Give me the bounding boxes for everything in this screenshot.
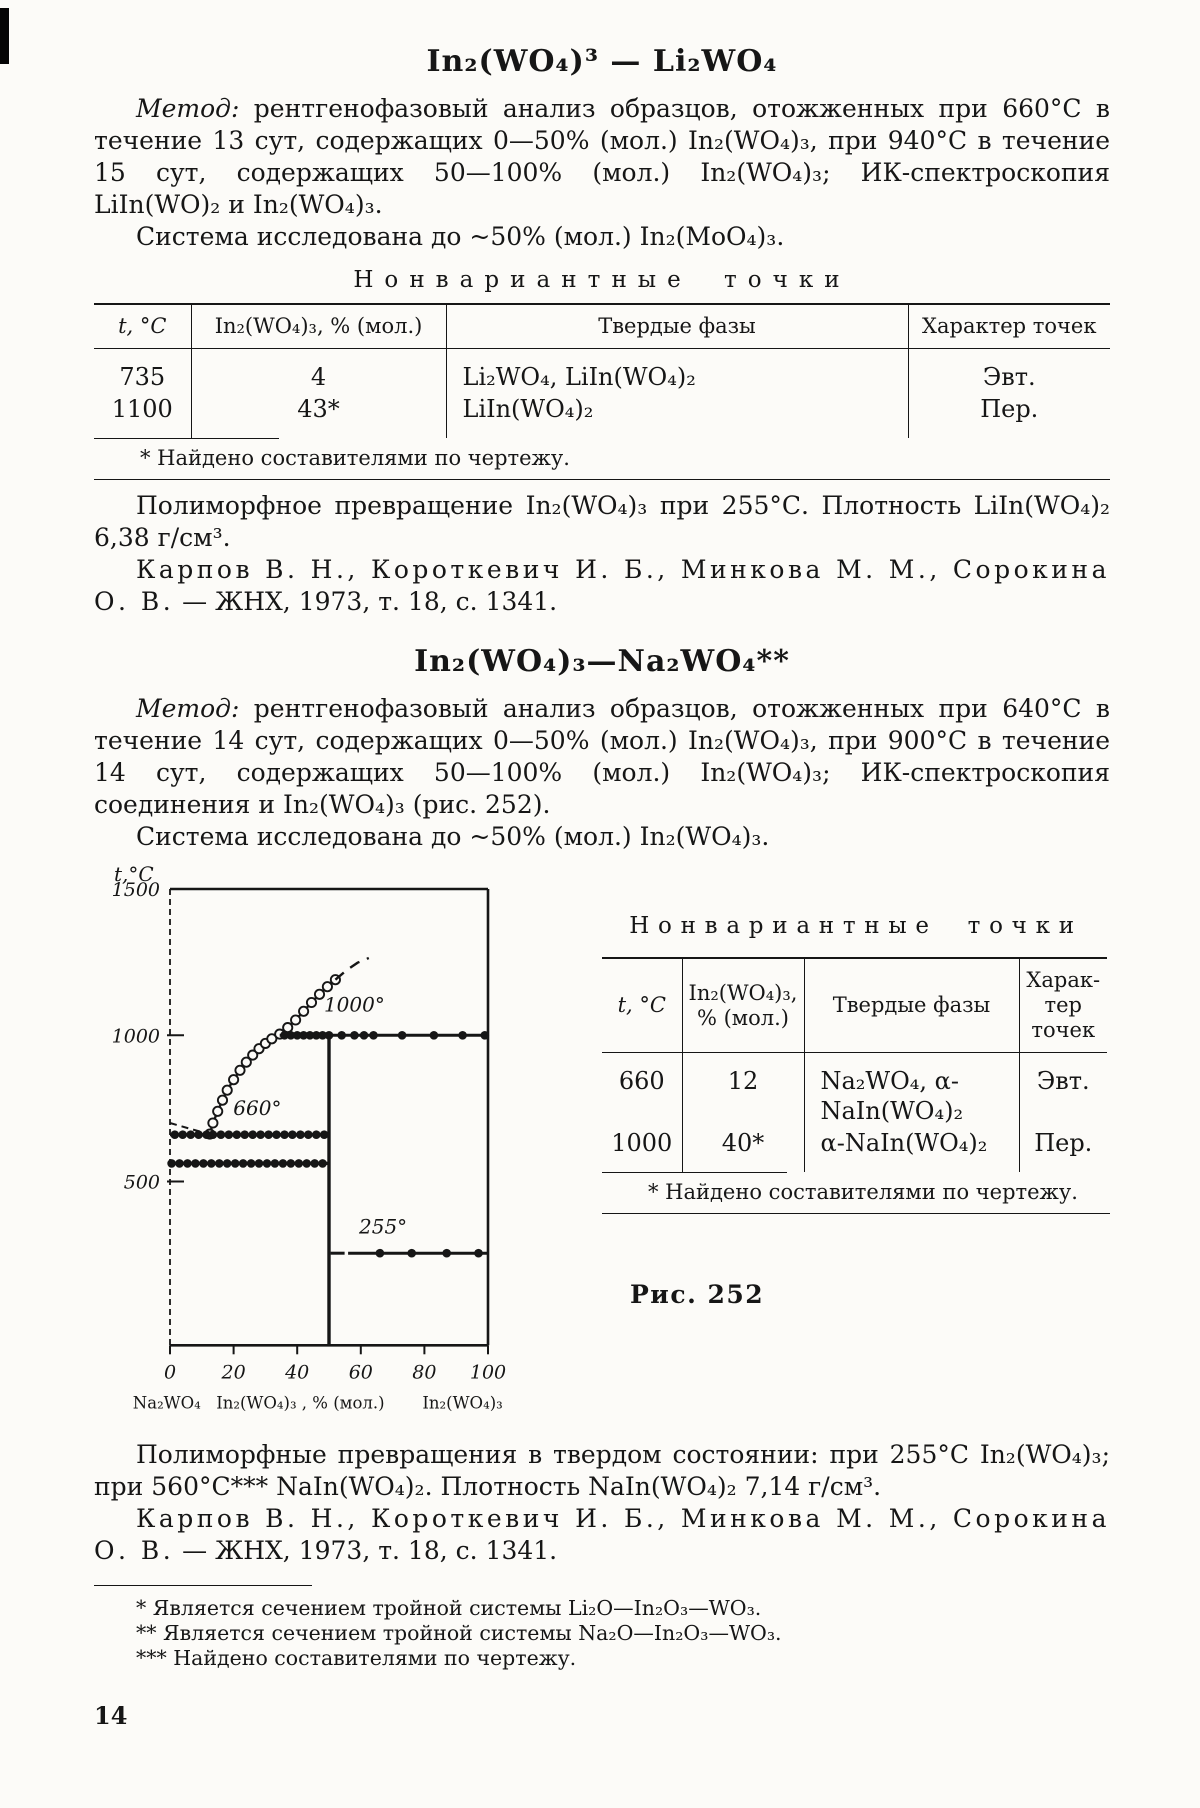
section1-method-paragraph: Метод: рентгенофазовый анализ образцов, … [94,93,1110,221]
table2-col-character: Харак-тер точек [1018,958,1107,1053]
svg-text:255°: 255° [358,1215,407,1239]
svg-text:40: 40 [284,1361,309,1383]
footnote-2: ** Является сечением тройной системы Na₂… [136,1621,782,1645]
section2-title: In₂(WO₄)₃—Na₂WO₄** [414,644,790,679]
table1-col-percent: In₂(WO₄)₃, % (мол.) [190,304,446,349]
table1-r2-phases: LiIn(WO₄)₂ [445,393,908,438]
section1-invariant-heading: Нонвариантные точки [353,267,851,293]
section1-method-text: рентгенофазовый анализ образцов, отожжен… [94,94,1110,219]
svg-text:t,°C: t,°C [114,863,154,886]
page-footnote-divider [94,1585,312,1586]
table2-r2-percent: 40* [681,1127,804,1172]
table2-r2-temperature: 1000 [611,1129,673,1157]
section1-reference: Карпов В. Н., Короткевич И. Б., Минкова … [94,554,1110,618]
page-number: 14 [94,1701,128,1730]
table-row: 1000 40* α-NaIn(WO₄)₂ Пер. [602,1127,1107,1172]
svg-text:1000: 1000 [112,1025,160,1047]
section1-polymorph-note: Полиморфное превращение In₂(WO₄)₃ при 25… [94,491,1110,552]
table1-col-character: Характер точек [907,304,1110,349]
table2-r1-temperature: 660 [618,1067,665,1095]
table2-bottom-rule [602,1213,1110,1214]
reference-tail: — ЖНХ, 1973, т. 18, с. 1341. [174,587,558,616]
table1-r2-temperature: 1100 [111,395,173,423]
table-row: 660 12 Na₂WO₄, α-NaIn(WO₄)₂ Эвт. [602,1052,1107,1127]
svg-text:1500: 1500 [112,879,160,901]
table2-col-percent: In₂(WO₄)₃, % (мол.) [681,958,804,1053]
section2-method-paragraph: Метод: рентгенофазовый анализ образцов, … [94,693,1110,821]
phase-diagram-svg: 1500 1000 500 t,°C 0 20 40 60 80 100 Na₂WO₄ In₂(WO₄… [112,862,506,1412]
scan-artifact-mark [0,8,9,64]
section1-title: In₂(WO₄)³ — Li₂WO₄ [426,44,778,79]
method-label: Метод: [136,694,240,723]
footnote-1: * Является сечением тройной системы Li₂O… [136,1596,762,1620]
table-row: 1100 43* LiIn(WO₄)₂ Пер. [94,393,1110,438]
table2-r2-character: Пер. [1018,1127,1107,1172]
table2-r2-phases: α-NaIn(WO₄)₂ [803,1127,1019,1172]
svg-text:80: 80 [412,1361,436,1383]
figure-and-table-row: 1500 1000 500 t,°C 0 20 40 60 80 100 Na₂WO₄ In₂(WO₄… [94,862,1110,1433]
svg-text:Na₂WO₄: Na₂WO₄ [133,1393,201,1412]
page-footnotes: * Является сечением тройной системы Li₂O… [94,1596,1110,1671]
svg-text:500: 500 [124,1172,160,1194]
section2-system-line: Система исследована до ~50% (мол.) In₂(W… [136,822,770,851]
svg-text:In₂(WO₄)₃: In₂(WO₄)₃ [422,1393,502,1412]
svg-text:0: 0 [164,1361,176,1383]
section2-reference: Карпов В. Н., Короткевич И. Б., Минкова … [94,1503,1110,1567]
figure-caption: Рис. 252 [630,1280,765,1309]
table1-r1-temperature: 735 [119,363,166,391]
table1-footnote: * Найдено составителями по чертежу. [140,446,570,470]
footnote-3: *** Найдено составителями по чертежу. [136,1646,577,1670]
section2-invariant-heading: Нонвариантные точки [629,913,1083,939]
section1-system-line: Система исследована до ~50% (мол.) In₂(M… [136,222,785,251]
table1-bottom-rule [94,479,1110,480]
table2-r1-percent: 12 [681,1052,804,1127]
figure-side-column: Нонвариантные точки t, °С In₂(WO₄)₃, % (… [602,863,1110,1433]
reference-authors: Карпов В. Н., Короткевич И. Б., Минкова … [94,555,1110,616]
page-content: In₂(WO₄)³ — Li₂WO₄ Метод: рентгенофазовы… [94,44,1110,1730]
table2-col-temperature: t, °С [602,958,682,1053]
table1-r1-character: Эвт. [907,348,1110,393]
svg-text:20: 20 [221,1361,246,1383]
table2-header-row: t, °С In₂(WO₄)₃, % (мол.) Твердые фазы Х… [602,958,1107,1053]
table1-r1-percent: 4 [190,348,446,393]
svg-text:60: 60 [349,1361,373,1383]
table2-footnote-separator [602,1172,787,1173]
table2-footnote: * Найдено составителями по чертежу. [648,1180,1078,1204]
phase-diagram-figure: 1500 1000 500 t,°C 0 20 40 60 80 100 Na₂WO₄ In₂(WO₄… [94,862,542,1433]
method-label: Метод: [136,94,240,123]
svg-text:100: 100 [470,1361,506,1383]
invariant-points-table-2: t, °С In₂(WO₄)₃, % (мол.) Твердые фазы Х… [602,957,1107,1172]
table-row: 735 4 Li₂WO₄, LiIn(WO₄)₂ Эвт. [94,348,1110,393]
svg-text:1000°: 1000° [324,992,385,1016]
reference-tail: — ЖНХ, 1973, т. 18, с. 1341. [174,1536,558,1565]
table1-col-phases: Твердые фазы [445,304,908,349]
table2-r1-character: Эвт. [1018,1052,1107,1127]
section2-polymorph-note: Полиморфные превращения в твердом состоя… [94,1440,1110,1501]
table1-r2-character: Пер. [907,393,1110,438]
section2-method-text: рентгенофазовый анализ образцов, отожжен… [94,694,1110,819]
table1-r1-phases: Li₂WO₄, LiIn(WO₄)₂ [445,348,908,393]
table1-col-temperature: t, °С [94,304,191,349]
invariant-points-table-1: t, °С In₂(WO₄)₃, % (мол.) Твердые фазы Х… [94,303,1110,438]
table1-footnote-separator [94,438,279,439]
svg-text:660°: 660° [233,1096,281,1120]
table2-r1-phases: Na₂WO₄, α-NaIn(WO₄)₂ [803,1052,1019,1127]
table1-r2-percent: 43* [190,393,446,438]
table2-col-phases: Твердые фазы [803,958,1019,1053]
reference-authors: Карпов В. Н., Короткевич И. Б., Минкова … [94,1504,1110,1565]
table1-header-row: t, °С In₂(WO₄)₃, % (мол.) Твердые фазы Х… [94,304,1110,349]
svg-text:In₂(WO₄)₃ , % (мол.): In₂(WO₄)₃ , % (мол.) [216,1393,384,1412]
